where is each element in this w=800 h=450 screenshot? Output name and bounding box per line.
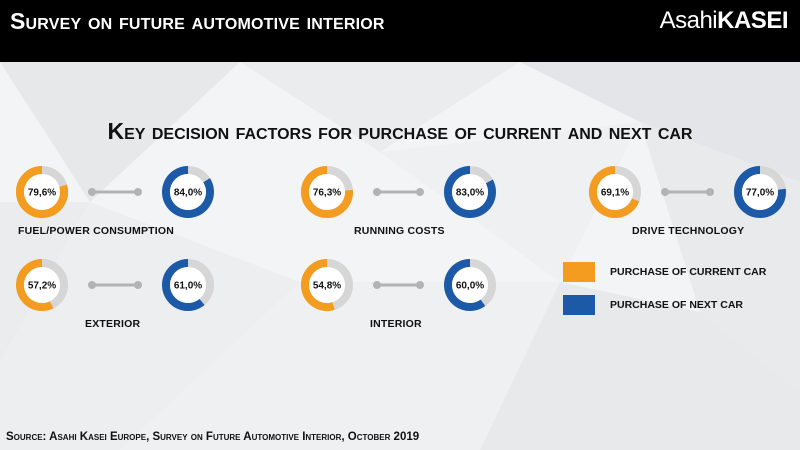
donut-next-1-arc <box>444 166 496 218</box>
header-bar: Survey on future automotive interior Asa… <box>0 0 800 62</box>
connector-dot-start-1 <box>373 188 381 196</box>
donut-current-3-value-label: 57,2% <box>28 281 56 292</box>
logo-text-bold: KASEI <box>717 7 788 34</box>
source-note: Source: Asahi Kasei Europe, Survey on Fu… <box>6 431 420 443</box>
connector-dot-start-4 <box>373 281 381 289</box>
donut-current-1-arc <box>301 166 353 218</box>
connector-dot-end-4 <box>416 281 424 289</box>
donut-next-4-center <box>452 267 488 303</box>
connector-dot-start-3 <box>88 281 96 289</box>
donut-current-1-center <box>309 174 345 210</box>
factor-label-running-costs: running costs <box>354 225 445 237</box>
donut-current-4-arc <box>301 259 335 311</box>
connector-dot-end-3 <box>134 281 142 289</box>
factor-label-fuel: fuel/power consumption <box>18 225 175 237</box>
donut-current-0-value-label: 79,6% <box>28 188 56 199</box>
donut-next-2-value-label: 77,0% <box>746 188 774 199</box>
donut-current-3-center <box>24 267 60 303</box>
logo-text-light: Asahi <box>659 7 718 34</box>
donut-next-0-center <box>170 174 206 210</box>
factor-label-interior: interior <box>370 318 422 330</box>
factor-label-drive-technology: Drive technology <box>632 225 745 237</box>
donut-current-4-value-label: 54,8% <box>313 281 341 292</box>
background-polygons <box>0 62 800 450</box>
donut-next-4-arc <box>444 259 486 311</box>
donut-current-2-value-label: 69,1% <box>601 188 629 199</box>
legend-swatch-current <box>563 262 595 282</box>
donut-next-3-arc <box>162 259 205 311</box>
chart-title: Key decision factors for purchase of cur… <box>107 118 693 144</box>
connector-dot-end-0 <box>134 188 142 196</box>
legend-swatch-next <box>563 295 595 315</box>
connector-dot-end-2 <box>706 188 714 196</box>
donut-next-3-value-label: 61,0% <box>174 281 202 292</box>
donut-next-2-center <box>742 174 778 210</box>
connector-dot-end-1 <box>416 188 424 196</box>
donut-current-0-arc <box>16 166 68 218</box>
donut-next-1-value-label: 83,0% <box>456 188 484 199</box>
donut-current-2-center <box>597 174 633 210</box>
asahi-kasei-logo: AsahiKASEI <box>659 7 789 35</box>
donut-current-4-center <box>309 267 345 303</box>
donut-next-3-center <box>170 267 206 303</box>
donut-next-2-arc <box>734 166 786 218</box>
page-title: Survey on future automotive interior <box>10 8 385 34</box>
donut-current-1-value-label: 76,3% <box>313 188 341 199</box>
legend-label-current: purchase of current car <box>610 266 767 278</box>
connector-dot-start-0 <box>88 188 96 196</box>
donut-next-0-value-label: 84,0% <box>174 188 202 199</box>
donut-next-0-arc <box>162 166 214 218</box>
donut-current-3-arc <box>16 259 54 311</box>
donut-current-0-center <box>24 174 60 210</box>
donut-next-4-value-label: 60,0% <box>456 281 484 292</box>
connector-dot-start-2 <box>661 188 669 196</box>
factor-label-exterior: exterior <box>85 318 141 330</box>
legend-label-next: purchase of next car <box>610 299 744 311</box>
donut-current-2-arc <box>589 166 640 218</box>
donut-next-1-center <box>452 174 488 210</box>
